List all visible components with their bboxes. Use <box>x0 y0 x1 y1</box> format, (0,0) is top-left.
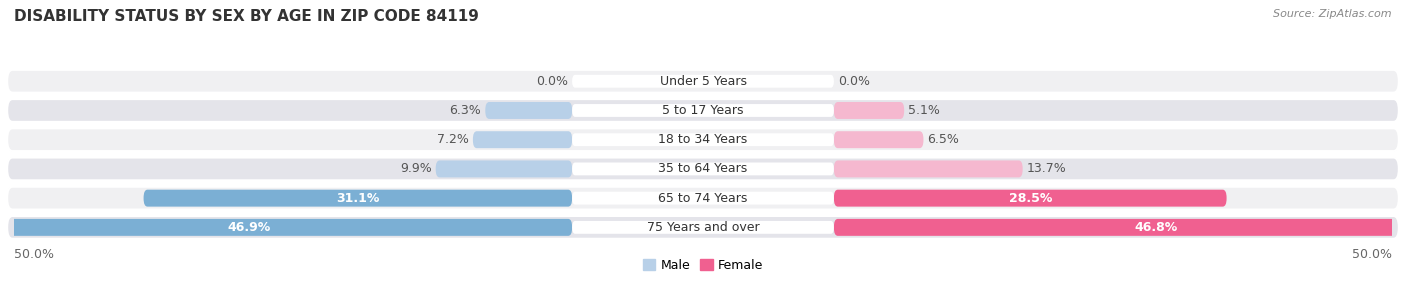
FancyBboxPatch shape <box>7 128 1399 151</box>
FancyBboxPatch shape <box>7 187 1399 209</box>
Text: 28.5%: 28.5% <box>1008 192 1052 205</box>
FancyBboxPatch shape <box>834 190 1226 207</box>
FancyBboxPatch shape <box>7 157 1399 180</box>
Text: 7.2%: 7.2% <box>437 133 468 146</box>
Text: 31.1%: 31.1% <box>336 192 380 205</box>
Text: 13.7%: 13.7% <box>1026 162 1067 175</box>
Text: 5 to 17 Years: 5 to 17 Years <box>662 104 744 117</box>
Text: 0.0%: 0.0% <box>536 75 568 88</box>
FancyBboxPatch shape <box>7 216 1399 239</box>
Text: 46.9%: 46.9% <box>228 221 270 234</box>
Text: 6.3%: 6.3% <box>450 104 481 117</box>
Text: 50.0%: 50.0% <box>14 248 53 261</box>
FancyBboxPatch shape <box>143 190 572 207</box>
FancyBboxPatch shape <box>436 161 572 178</box>
FancyBboxPatch shape <box>834 161 1022 178</box>
FancyBboxPatch shape <box>572 75 834 88</box>
Text: 50.0%: 50.0% <box>1353 248 1392 261</box>
Text: 0.0%: 0.0% <box>838 75 870 88</box>
FancyBboxPatch shape <box>472 131 572 148</box>
Text: 75 Years and over: 75 Years and over <box>647 221 759 234</box>
FancyBboxPatch shape <box>7 99 1399 122</box>
Text: 46.8%: 46.8% <box>1135 221 1178 234</box>
Text: DISABILITY STATUS BY SEX BY AGE IN ZIP CODE 84119: DISABILITY STATUS BY SEX BY AGE IN ZIP C… <box>14 9 479 24</box>
FancyBboxPatch shape <box>7 70 1399 93</box>
Text: 18 to 34 Years: 18 to 34 Years <box>658 133 748 146</box>
FancyBboxPatch shape <box>572 104 834 117</box>
Text: 9.9%: 9.9% <box>399 162 432 175</box>
FancyBboxPatch shape <box>0 219 572 236</box>
FancyBboxPatch shape <box>572 192 834 205</box>
Text: 65 to 74 Years: 65 to 74 Years <box>658 192 748 205</box>
FancyBboxPatch shape <box>572 163 834 175</box>
FancyBboxPatch shape <box>834 219 1406 236</box>
Text: Under 5 Years: Under 5 Years <box>659 75 747 88</box>
Text: Source: ZipAtlas.com: Source: ZipAtlas.com <box>1274 9 1392 19</box>
Legend: Male, Female: Male, Female <box>638 254 768 277</box>
FancyBboxPatch shape <box>572 133 834 146</box>
FancyBboxPatch shape <box>834 102 904 119</box>
FancyBboxPatch shape <box>485 102 572 119</box>
Text: 6.5%: 6.5% <box>928 133 959 146</box>
FancyBboxPatch shape <box>572 221 834 234</box>
FancyBboxPatch shape <box>834 131 924 148</box>
Text: 35 to 64 Years: 35 to 64 Years <box>658 162 748 175</box>
Text: 5.1%: 5.1% <box>908 104 941 117</box>
